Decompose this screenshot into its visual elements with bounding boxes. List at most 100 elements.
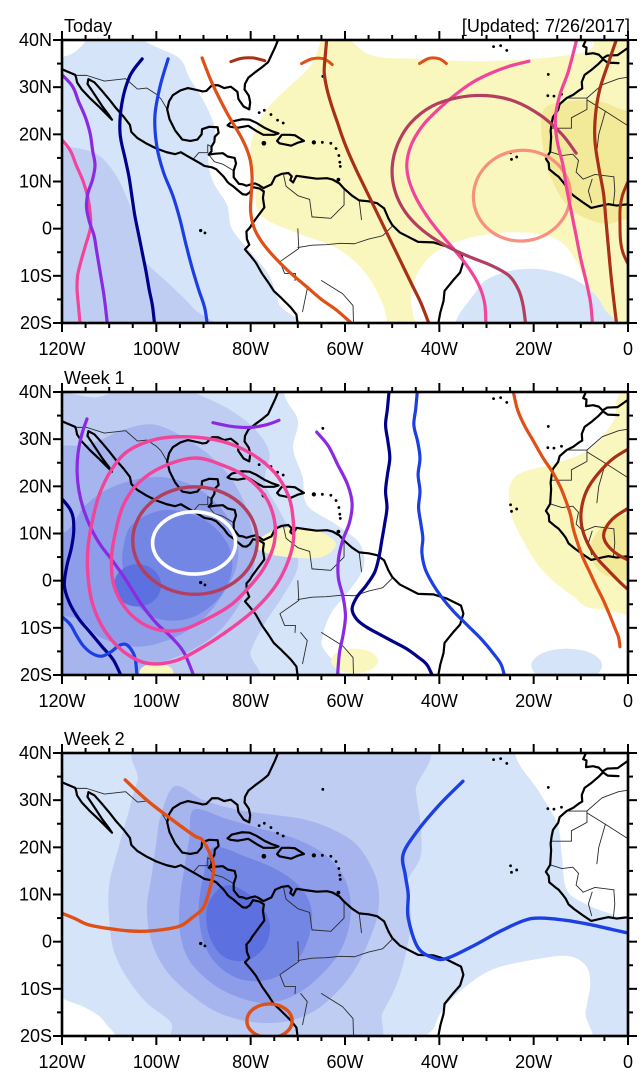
contour-blue-right	[414, 383, 506, 685]
ivorycoast-border	[588, 179, 592, 203]
lon-tick-label: 100W	[133, 1052, 180, 1072]
lon-tick-label: 120W	[38, 339, 85, 359]
island-dot	[276, 118, 279, 122]
island-dot	[329, 854, 333, 858]
hispaniola-coast	[277, 848, 304, 859]
island-dot	[262, 108, 266, 112]
island-dot	[515, 507, 519, 511]
guinea-mali-border	[576, 873, 583, 892]
guyana-border	[359, 913, 361, 932]
lon-tick-label: 60W	[326, 1052, 363, 1072]
lat-tick-label: 30N	[19, 77, 52, 97]
island-dot	[320, 853, 324, 857]
w-sahara-border	[551, 811, 587, 841]
contour-brick-seg-a	[231, 58, 265, 62]
island-dot	[338, 512, 342, 516]
colombia-venezuela-border	[284, 527, 312, 569]
africa-coast	[546, 411, 630, 560]
ghana-border	[613, 177, 614, 205]
mauritania-mali-border	[597, 824, 605, 864]
lat-tick-label: 10N	[19, 172, 52, 192]
island-dot	[203, 944, 207, 948]
guatemala-border	[193, 497, 211, 512]
island-dot	[337, 506, 341, 509]
island-dot	[336, 177, 341, 182]
contour-purple-seg	[213, 420, 279, 427]
cuba-coast	[228, 119, 279, 135]
pos-shade-africa	[508, 392, 628, 616]
island-dot	[269, 113, 273, 116]
africa-coast	[546, 772, 630, 921]
contour-purple	[53, 66, 109, 332]
island-dot	[338, 164, 342, 168]
contour-white-ring	[153, 512, 236, 574]
island-dot	[311, 853, 316, 858]
colombia-venezuela-border	[284, 175, 312, 217]
contour-orangered-hook	[53, 780, 214, 931]
lon-tick-label: 120W	[38, 1052, 85, 1072]
guatemala-border	[193, 145, 211, 160]
island-dot	[509, 864, 512, 868]
island-dot	[321, 426, 325, 430]
island-dot	[329, 493, 333, 497]
updated-label: [Updated: 7/26/2017]	[462, 16, 630, 36]
venezuela-brazil-border	[312, 902, 344, 932]
contour-blue-atlantic	[403, 781, 638, 959]
lat-tick-label: 30N	[19, 790, 52, 810]
guatemala-border	[193, 858, 211, 873]
contour-orangered-africa	[511, 383, 619, 647]
lon-tick-label: 80W	[232, 691, 269, 711]
island-dot	[320, 492, 324, 496]
honduras-border	[209, 507, 234, 523]
contour-blue	[155, 59, 208, 333]
lon-tick-label: 100W	[133, 339, 180, 359]
contour-pink-ring-inner	[111, 458, 275, 631]
colombia-peru-border	[280, 581, 299, 633]
pos-shade-sw	[139, 663, 174, 675]
panel-week1: 120W 100W 80W 60W 40W 20W 0 40N 30N 20N 10N 0 10S 20S…	[19, 368, 637, 711]
island-dot	[510, 157, 513, 161]
island-dot	[560, 444, 563, 448]
lat-tick-label: 20S	[20, 1026, 52, 1046]
island-dot	[329, 141, 333, 145]
contour-pink-africa	[555, 31, 593, 333]
lon-tick-label: 60W	[326, 691, 363, 711]
morocco-algeria-border	[587, 77, 630, 98]
contour-orangered-loop	[247, 1004, 292, 1038]
island-dot	[199, 941, 203, 946]
island-dot	[262, 821, 266, 825]
island-dot	[499, 396, 503, 400]
lat-tick-label: 10S	[20, 979, 52, 999]
island-dot	[492, 45, 495, 49]
contour-orangered	[202, 58, 361, 333]
island-dot	[321, 787, 325, 791]
americas-pacific-coast	[62, 421, 298, 677]
island-dot	[546, 425, 550, 428]
island-dot	[261, 853, 267, 859]
atlantic-gulf-coast	[167, 751, 463, 1039]
contour-navy-left	[53, 489, 125, 685]
lon-tick-label: 0	[623, 339, 633, 359]
lon-tick-label: 100W	[133, 691, 180, 711]
contour-maroon-loop	[392, 95, 576, 332]
island-dot	[546, 73, 550, 76]
contour-pink-ring-outer	[87, 437, 294, 664]
island-dot	[336, 529, 341, 534]
white-south	[425, 955, 593, 1036]
lon-tick-label: 0	[623, 691, 633, 711]
lat-tick-label: 30N	[19, 429, 52, 449]
pos-shade-south	[330, 648, 379, 674]
contour-brick-long	[324, 31, 432, 333]
panel-today: 120W 100W 80W 60W 40W 20W 0 40N 30N 20N 10N 0 10S 20S…	[19, 16, 637, 359]
island-dot	[510, 509, 513, 513]
island-dot	[337, 867, 341, 870]
island-dot	[546, 786, 550, 789]
americas-pacific-coast	[62, 69, 298, 325]
lat-tick-label: 40N	[19, 30, 52, 50]
morocco-algeria-border	[587, 429, 630, 450]
island-dot	[499, 44, 503, 48]
lon-tick-label: 40W	[421, 339, 458, 359]
panel-title-today: Today	[64, 16, 112, 36]
island-dot	[338, 516, 342, 520]
